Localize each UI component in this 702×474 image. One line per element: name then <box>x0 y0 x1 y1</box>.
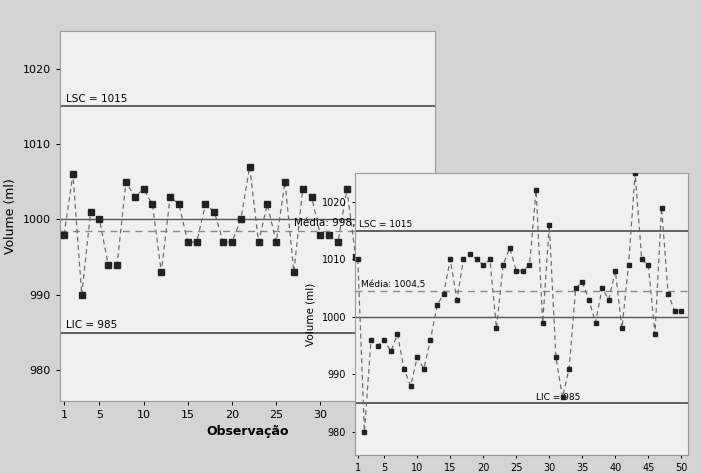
Text: LSC = 1015: LSC = 1015 <box>66 94 127 104</box>
Text: Média: 1004,5: Média: 1004,5 <box>361 280 425 289</box>
Y-axis label: Volume (ml): Volume (ml) <box>306 283 316 346</box>
Text: LSC = 1015: LSC = 1015 <box>359 220 412 229</box>
Text: LIC = 985: LIC = 985 <box>536 392 581 401</box>
X-axis label: Observação: Observação <box>206 425 289 438</box>
Y-axis label: Volume (ml): Volume (ml) <box>4 178 17 254</box>
Text: LIC = 985: LIC = 985 <box>66 320 117 330</box>
Text: Média: 998,50: Média: 998,50 <box>294 219 369 228</box>
